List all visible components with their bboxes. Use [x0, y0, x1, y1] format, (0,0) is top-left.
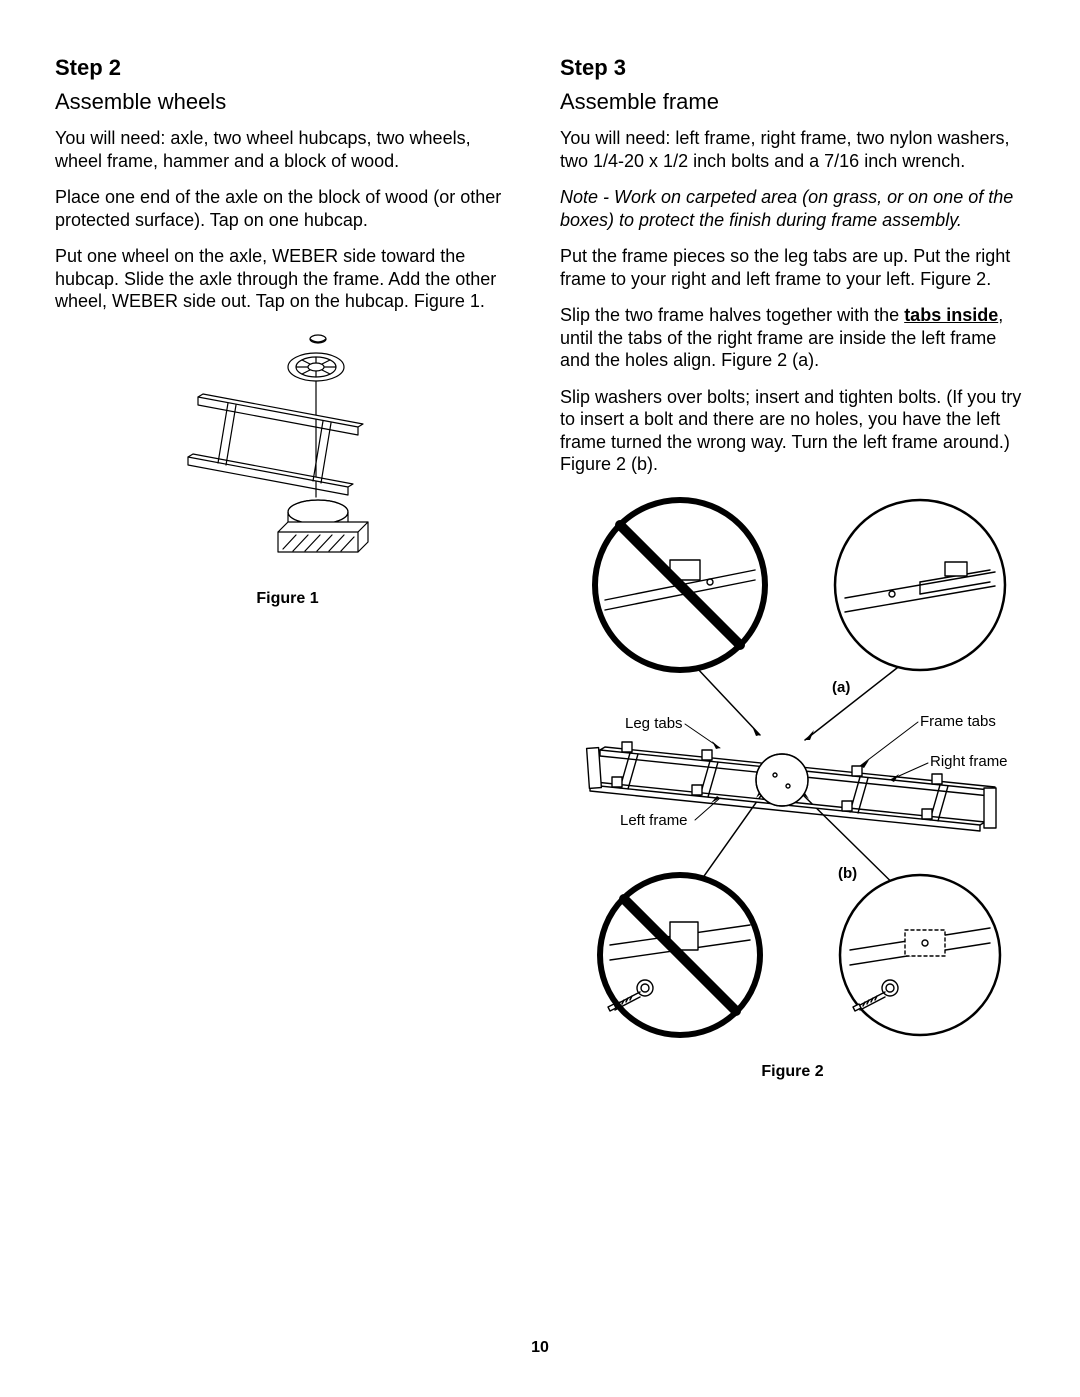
figure2-wrap: Leg tabs Frame tabs Right frame Left fra… — [560, 490, 1025, 1081]
step2-p3: Put one wheel on the axle, WEBER side to… — [55, 245, 520, 313]
columns: Step 2 Assemble wheels You will need: ax… — [55, 55, 1025, 1081]
label-leg-tabs: Leg tabs — [625, 715, 683, 732]
step3-p2: Put the frame pieces so the leg tabs are… — [560, 245, 1025, 290]
step2-heading: Step 2 — [55, 55, 520, 81]
label-a: (a) — [832, 679, 850, 696]
page-number: 10 — [0, 1339, 1080, 1357]
label-frame-tabs: Frame tabs — [920, 713, 996, 730]
step3-p3-bold: tabs inside — [904, 305, 998, 325]
label-b: (b) — [838, 865, 857, 882]
step2-subheading: Assemble wheels — [55, 89, 520, 115]
figure2-caption: Figure 2 — [560, 1063, 1025, 1081]
left-column: Step 2 Assemble wheels You will need: ax… — [55, 55, 520, 1081]
right-column: Step 3 Assemble frame You will need: lef… — [560, 55, 1025, 1081]
figure1-caption: Figure 1 — [55, 590, 520, 608]
label-left-frame: Left frame — [620, 812, 688, 829]
page: Step 2 Assemble wheels You will need: ax… — [0, 0, 1080, 1397]
step3-p1: You will need: left frame, right frame, … — [560, 127, 1025, 172]
step3-p3-pre: Slip the two frame halves together with … — [560, 305, 904, 325]
figure1-wrap: Figure 1 — [55, 327, 520, 608]
step3-p4: Slip washers over bolts; insert and tigh… — [560, 386, 1025, 476]
step2-p1: You will need: axle, two wheel hubcaps, … — [55, 127, 520, 172]
label-right-frame: Right frame — [930, 753, 1008, 770]
step2-p2: Place one end of the axle on the block o… — [55, 186, 520, 231]
figure1-svg — [158, 327, 418, 577]
step3-note: Note - Work on carpeted area (on grass, … — [560, 186, 1025, 231]
step3-subheading: Assemble frame — [560, 89, 1025, 115]
figure2-svg: Leg tabs Frame tabs Right frame Left fra… — [560, 490, 1030, 1050]
step3-p3: Slip the two frame halves together with … — [560, 304, 1025, 372]
step3-heading: Step 3 — [560, 55, 1025, 81]
